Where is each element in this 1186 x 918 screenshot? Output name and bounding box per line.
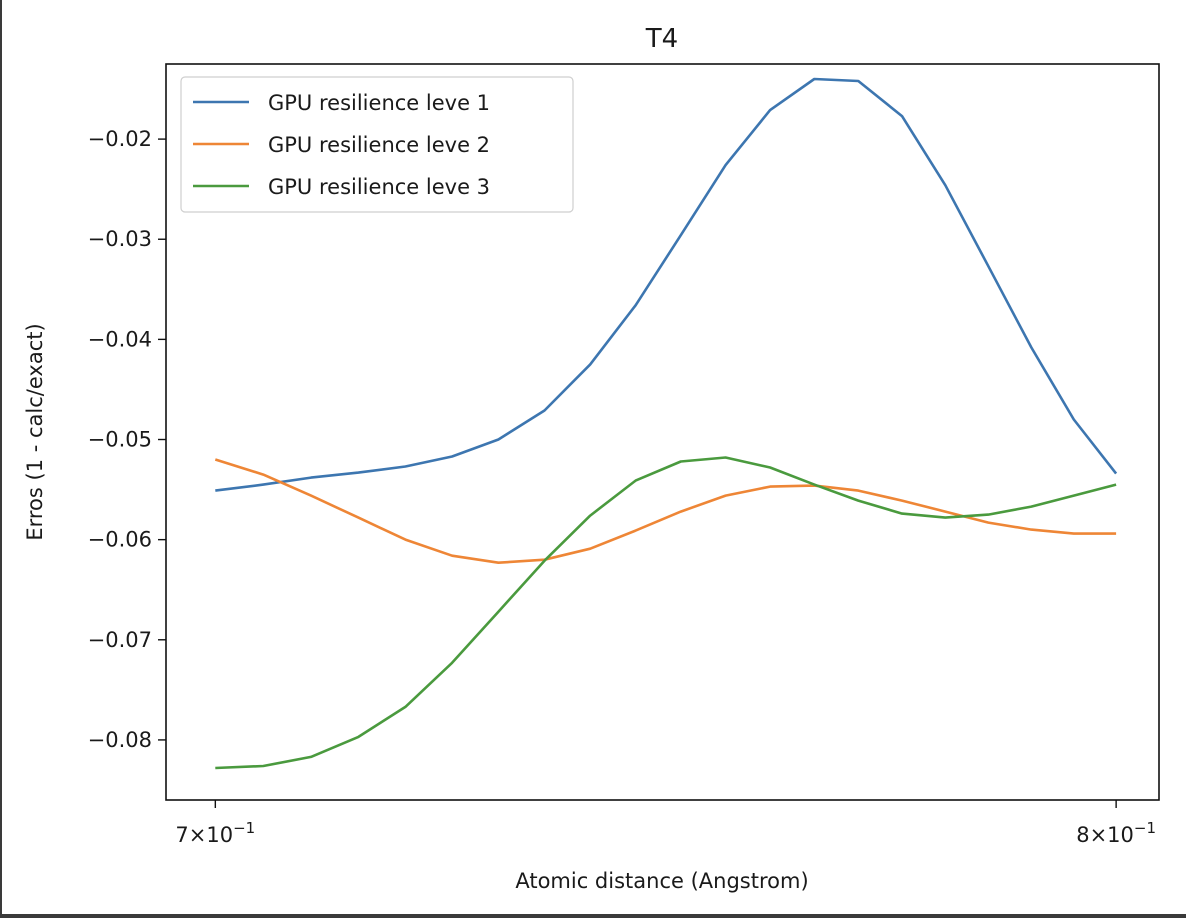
chart-title: T4 (645, 24, 678, 54)
x-axis-ticks: 7×10−1 8×10−1 (175, 800, 1156, 847)
x-tick-label: 7×10−1 (175, 819, 255, 847)
y-tick-label: −0.06 (88, 528, 152, 552)
plot-area-frame (165, 63, 1160, 801)
series-line-2 (214, 458, 1117, 565)
y-tick-label: −0.08 (88, 728, 152, 752)
y-tick-label: −0.07 (88, 628, 152, 652)
x-tick-exponent: −1 (1134, 819, 1156, 837)
y-axis-ticks: −0.02 −0.03 −0.04 −0.05 −0.06 −0.07 −0.08 (88, 127, 166, 752)
x-tick-label: 8×10−1 (1076, 819, 1156, 847)
x-tick-exponent: −1 (233, 819, 255, 837)
series-layer (214, 77, 1118, 770)
y-axis-label: Erros (1 - calc/exact) (23, 323, 47, 540)
legend-label-2: GPU resilience leve 2 (268, 133, 490, 157)
y-tick-label: −0.05 (88, 428, 152, 452)
y-tick-label: −0.02 (88, 127, 152, 151)
y-tick-label: −0.03 (88, 227, 152, 251)
x-axis-label: Atomic distance (Angstrom) (515, 869, 808, 893)
y-tick-label: −0.04 (88, 327, 152, 351)
legend-label-1: GPU resilience leve 1 (268, 91, 490, 115)
legend: GPU resilience leve 1 GPU resilience leve… (180, 76, 574, 213)
legend-box (180, 76, 574, 213)
series-line-3 (215, 456, 1117, 770)
series-line-1 (215, 77, 1118, 492)
legend-label-3: GPU resilience leve 3 (268, 175, 490, 199)
